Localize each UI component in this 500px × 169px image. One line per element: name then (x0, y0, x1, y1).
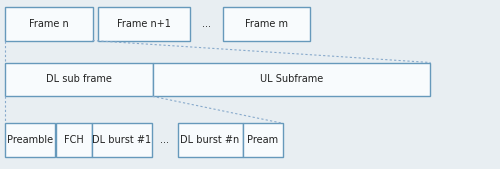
Text: DL burst #1: DL burst #1 (92, 135, 152, 145)
Text: Frame n+1: Frame n+1 (117, 19, 170, 29)
Text: UL Subframe: UL Subframe (260, 74, 324, 84)
Bar (5, 123, 55, 157)
Text: Pream: Pream (248, 135, 278, 145)
Bar (5, 63, 152, 96)
Text: Frame n: Frame n (29, 19, 68, 29)
Text: ...: ... (202, 19, 211, 29)
Bar (243, 123, 283, 157)
Bar (98, 7, 190, 41)
Text: ...: ... (160, 135, 169, 145)
Bar (56, 123, 92, 157)
Bar (5, 7, 92, 41)
Text: Preamble: Preamble (7, 135, 53, 145)
Bar (92, 123, 152, 157)
Text: DL sub frame: DL sub frame (46, 74, 112, 84)
Bar (178, 123, 242, 157)
Text: DL burst #n: DL burst #n (180, 135, 240, 145)
Text: FCH: FCH (64, 135, 84, 145)
Bar (222, 7, 310, 41)
Bar (153, 63, 430, 96)
Text: Frame m: Frame m (245, 19, 288, 29)
